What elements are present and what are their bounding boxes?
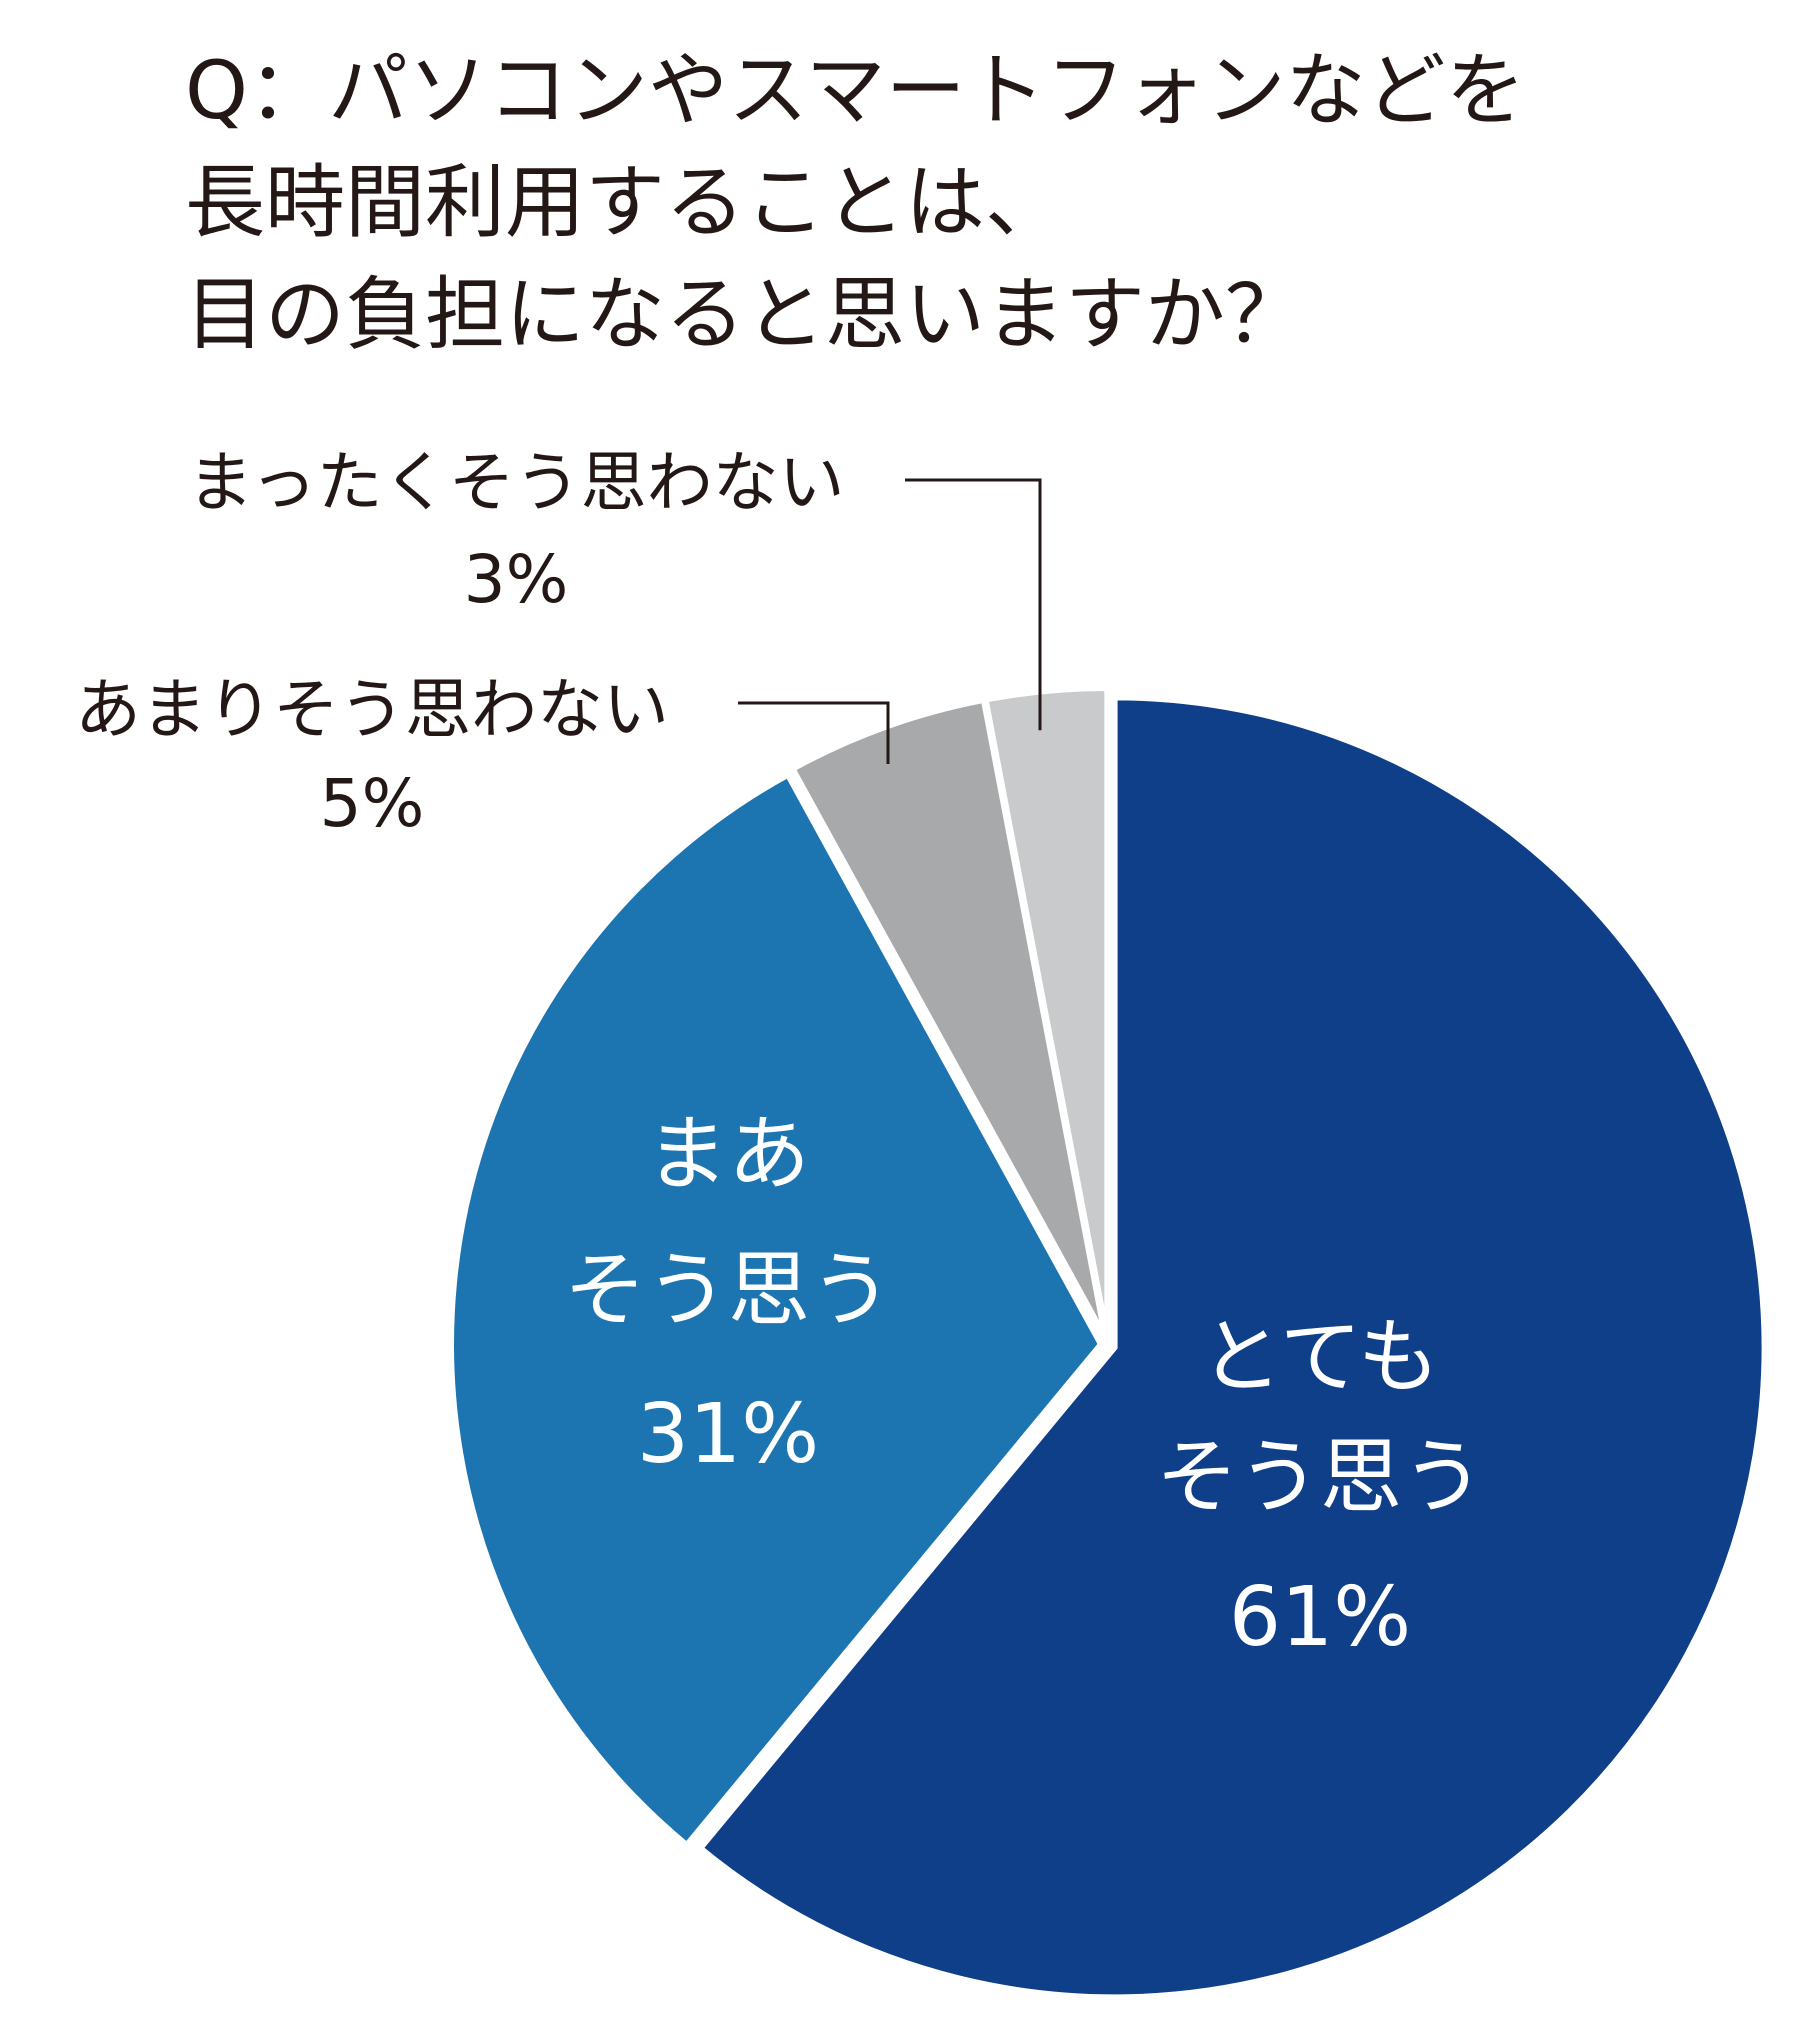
- slice-labels: とても そう思う 61% まあ そう思う 31% あまりそう思わない 5% まっ…: [75, 444, 1484, 1665]
- pie-slice-3: [982, 685, 1111, 1339]
- leader-line-2: [738, 701, 890, 765]
- slice-value-3: 3%: [464, 541, 569, 618]
- leader-lines: [738, 478, 1042, 765]
- chart-title-line-2: 長時間利用することは、: [185, 156, 1065, 249]
- pie-slices: [448, 685, 1768, 2001]
- chart-title-line-1: Q：パソコンやスマートフォンなどを: [185, 44, 1526, 137]
- slice-label-0-line-2: そう思う: [1156, 1430, 1484, 1525]
- pie-slice-2: [788, 696, 1109, 1340]
- slice-label-2: あまりそう思わない: [75, 671, 669, 748]
- pie-slice-1: [448, 770, 1105, 1850]
- pie-slice-0: [696, 694, 1768, 2001]
- slice-value-1: 31%: [637, 1387, 819, 1482]
- slice-value-2: 5%: [320, 765, 425, 842]
- slice-label-3: まったくそう思わない: [187, 444, 844, 521]
- leader-line-3: [905, 478, 1042, 731]
- slice-label-1-line-1: まあ: [646, 1107, 810, 1202]
- slice-value-0: 61%: [1229, 1570, 1411, 1665]
- slice-label-1-line-2: そう思う: [564, 1243, 892, 1338]
- chart-title: Q：パソコンやスマートフォンなどを 長時間利用することは、 目の負担になると思い…: [185, 44, 1526, 361]
- chart-title-line-3: 目の負担になると思いますか？: [185, 268, 1305, 361]
- slice-label-0-line-1: とても: [1200, 1310, 1439, 1405]
